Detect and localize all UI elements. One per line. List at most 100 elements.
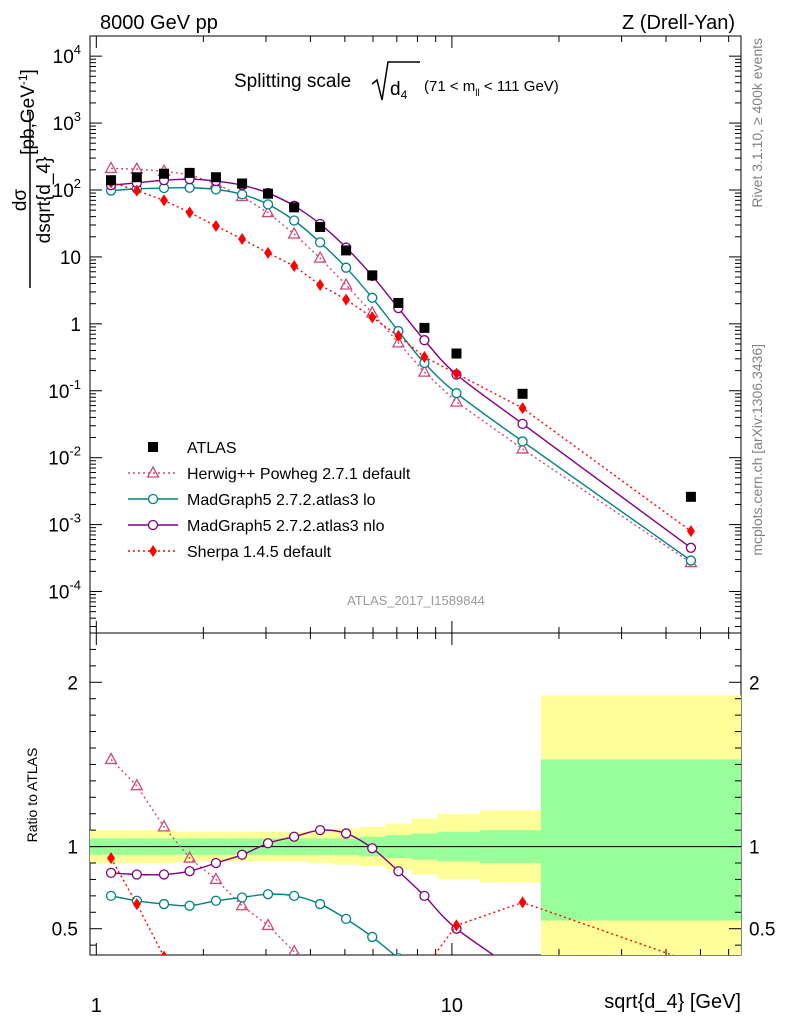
ratio-y-axis-label: Ratio to ATLAS [24, 748, 40, 843]
y-tick-label: 103 [53, 109, 81, 135]
ratio-point-mg_nlo [314, 824, 326, 836]
ratio-point-mg_lo [210, 895, 222, 906]
data-point-sherpa [211, 219, 220, 232]
ratio-point-herwig [209, 872, 223, 885]
ratio-series [104, 752, 675, 955]
data-point-mg_lo [340, 262, 352, 273]
legend-marker-mg_nlo [147, 519, 159, 531]
sqrt-sign [371, 61, 420, 101]
data-point-sherpa [368, 311, 377, 324]
ratio-point-mg_lo [314, 898, 326, 910]
data-point-sherpa [394, 329, 403, 342]
data-point-sherpa [264, 246, 273, 259]
ratio-point-mg_lo [288, 890, 300, 902]
data-point-atlas [263, 188, 274, 199]
ratio-point-mg_lo [340, 913, 352, 925]
rivet-label: Rivet 3.1.10, ≥ 400k events [749, 38, 765, 208]
main-y-axis-label: dσ dsqrt{d_4} [10, 112, 55, 288]
series-line-sherpa [110, 181, 692, 532]
ratio-point-mg_lo [262, 889, 274, 900]
legend-marker-atlas [148, 442, 158, 452]
data-point-mg_lo [210, 184, 222, 195]
data-point-sherpa [185, 206, 194, 219]
main-plot-panel: 10-4 10-3 10-2 10-1 1 10 102 103 104 [48, 35, 742, 634]
ratio-y-tick-label: 0.5 [52, 920, 78, 941]
main-plot-frame [89, 35, 742, 634]
data-point-atlas [131, 172, 142, 183]
legend-label-herwig: Herwig++ Powheg 2.7.1 default [187, 466, 411, 483]
main-title: Splitting scale [234, 71, 351, 92]
data-point-atlas [341, 245, 352, 256]
data-point-sherpa [452, 367, 461, 380]
ratio-y-tick-label: 2 [67, 673, 78, 694]
data-point-mg_lo [288, 215, 300, 226]
legend-marker-herwig [146, 465, 160, 478]
y-tick-label: 10-2 [48, 444, 81, 470]
ratio-point-mg_lo [105, 890, 117, 902]
data-point-mg_lo [262, 199, 274, 210]
data-point-mg_nlo [517, 418, 528, 430]
data-point-sherpa [238, 233, 247, 246]
data-point-atlas [315, 221, 326, 232]
data-point-sherpa [686, 525, 695, 538]
ratio-point-herwig [157, 819, 171, 832]
data-point-atlas [184, 167, 195, 178]
data-point-atlas [393, 297, 404, 308]
data-point-mg_lo [184, 182, 195, 193]
ratio-point-mg_nlo [210, 857, 222, 869]
ratio-point-sherpa [518, 896, 527, 909]
ratio-point-mg_nlo [236, 849, 248, 860]
data-point-sherpa [420, 350, 429, 363]
ratio-point-sherpa [107, 852, 116, 865]
ratio-point-mg_lo [236, 892, 248, 903]
data-point-herwig [261, 205, 275, 218]
data-point-mg_nlo [419, 335, 430, 346]
main-series [104, 161, 698, 568]
data-point-herwig [449, 394, 464, 407]
ratio-uncertainty-bands [90, 695, 741, 955]
ratio-y-tick-label-right: 0.5 [749, 920, 775, 941]
ratio-point-herwig [261, 918, 275, 931]
data-point-atlas [158, 168, 169, 179]
ratio-axis-ticks: 1 10 0.5 0.5 1 1 2 2 [52, 633, 775, 1017]
data-point-mg_nlo [685, 542, 697, 553]
data-point-herwig [313, 250, 327, 263]
ylabel-unit: [pb,GeV-1] [16, 69, 39, 155]
ratio-y-tick-label: 1 [67, 838, 78, 859]
legend-label-atlas: ATLAS [187, 440, 237, 457]
data-point-herwig [515, 441, 530, 454]
data-point-sherpa [342, 293, 351, 306]
legend: ATLAS Herwig++ Powheg 2.7.1 default MadGra… [128, 440, 411, 561]
y-tick-label: 102 [53, 176, 81, 202]
ratio-point-mg_nlo [262, 838, 274, 849]
ratio-point-mg_lo [184, 900, 195, 911]
header-right: Z (Drell-Yan) [622, 12, 735, 34]
mcplots-label: mcplots.cern.ch [arXiv:1306.3436] [749, 344, 765, 556]
title-range: (71 < mll < 111 GeV) [424, 78, 559, 99]
data-point-sherpa [159, 194, 168, 207]
y-tick-label: 10 [60, 248, 81, 269]
legend-label-mg_nlo: MadGraph5 2.7.2.atlas3 nlo [187, 518, 385, 535]
ratio-point-mg_lo [367, 931, 378, 943]
data-point-mg_lo [685, 555, 697, 566]
ylabel-numerator: dσ [10, 189, 31, 212]
main-axis-ticks: 10-4 10-3 10-2 10-1 1 10 102 103 104 [48, 35, 741, 633]
data-point-atlas [106, 175, 117, 186]
ratio-point-mg_nlo [105, 867, 117, 879]
y-tick-label: 10-1 [48, 377, 81, 403]
ratio-point-mg_nlo [419, 890, 430, 902]
data-point-sherpa [316, 279, 325, 292]
ratio-point-herwig [288, 944, 300, 955]
x-axis-label: sqrt{d_4} [GeV] [604, 991, 741, 1013]
ratio-point-herwig [130, 778, 144, 791]
y-tick-label: 10-3 [48, 511, 81, 537]
series-line-herwig [111, 167, 692, 564]
x-tick-label: 10 [441, 995, 463, 1017]
ratio-point-herwig [183, 850, 197, 863]
ratio-point-sherpa [161, 950, 167, 955]
data-point-atlas [237, 178, 248, 189]
ratio-point-mg_lo [394, 953, 403, 955]
data-point-mg_lo [451, 388, 462, 399]
ratio-point-herwig [104, 752, 118, 765]
data-point-sherpa [132, 184, 141, 197]
